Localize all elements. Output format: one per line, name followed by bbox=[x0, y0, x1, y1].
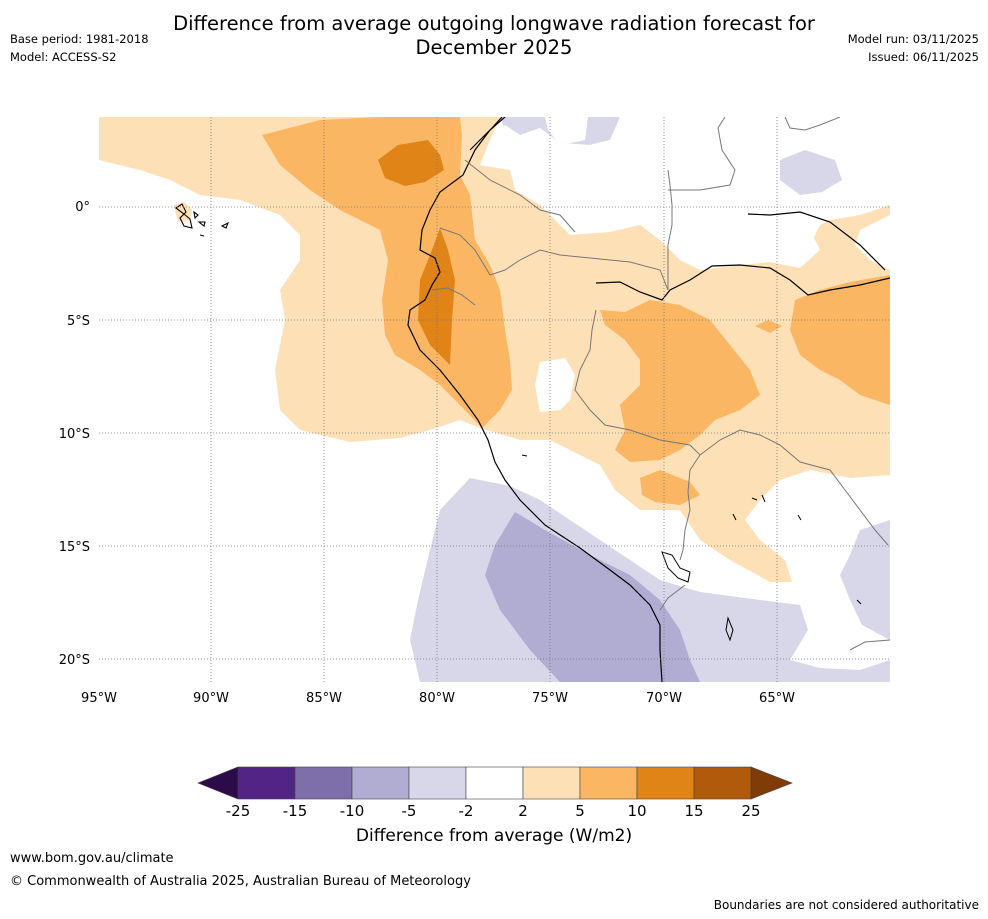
colorbar: -25 -15 -10 -5 -2 2 5 10 15 25 bbox=[197, 766, 793, 820]
lon-tick-label: 65°W bbox=[759, 691, 795, 706]
colorbar-over-arrow bbox=[750, 766, 793, 800]
colorbar-swatch bbox=[237, 766, 296, 800]
colorbar-tick-label: 25 bbox=[741, 802, 760, 820]
website-text[interactable]: www.bom.gov.au/climate bbox=[10, 851, 174, 866]
lat-tick-labels: 0° 5°S 10°S 15°S 20°S bbox=[59, 200, 90, 668]
lat-tick-label: 5°S bbox=[67, 314, 90, 329]
lon-tick-label: 90°W bbox=[193, 691, 229, 706]
anomaly-region-orange-dot bbox=[755, 320, 782, 333]
colorbar-swatch bbox=[294, 766, 353, 800]
colorbar-tick-label: 10 bbox=[627, 802, 646, 820]
anomaly-region-orange-peru bbox=[600, 300, 760, 462]
title-line-1: Difference from average outgoing longwav… bbox=[173, 12, 815, 35]
colorbar-tick-label: -10 bbox=[340, 802, 365, 820]
anomaly-region-orange-small bbox=[640, 470, 700, 505]
anomaly-region-neutral-center bbox=[535, 358, 575, 412]
coastline-north bbox=[469, 117, 503, 151]
lake-poopo bbox=[725, 616, 734, 642]
anomaly-region-neutral-east bbox=[855, 215, 890, 270]
colorbar-title: Difference from average (W/m2) bbox=[355, 826, 633, 846]
small-lakes bbox=[521, 454, 862, 605]
lat-tick-label: 10°S bbox=[59, 427, 90, 442]
colorbar-swatch bbox=[408, 766, 467, 800]
title-line-2: December 2025 bbox=[415, 36, 573, 59]
lake-titicaca bbox=[661, 551, 691, 583]
lon-tick-label: 70°W bbox=[646, 691, 682, 706]
anomaly-region-light-purple-east bbox=[840, 520, 890, 640]
graticule bbox=[99, 117, 890, 682]
coastline bbox=[407, 117, 663, 682]
colorbar-tick-label: -25 bbox=[226, 802, 251, 820]
anomaly-region-light-purple-north bbox=[500, 117, 620, 145]
colorbar-swatch bbox=[465, 766, 524, 800]
model-text: Model: ACCESS-S2 bbox=[10, 50, 117, 64]
lat-tick-label: 0° bbox=[75, 200, 90, 215]
lon-tick-labels: 95°W 90°W 85°W 80°W 75°W 70°W 65°W bbox=[81, 691, 795, 706]
lat-tick-label: 15°S bbox=[59, 540, 90, 555]
anomaly-region-dark-orange-north bbox=[378, 140, 444, 186]
colorbar-tick-label: 5 bbox=[575, 802, 585, 820]
colorbar-swatch bbox=[693, 766, 752, 800]
anomaly-region-orange-brazil bbox=[790, 275, 890, 405]
lon-tick-label: 95°W bbox=[81, 691, 117, 706]
colorbar-tick-label: 15 bbox=[684, 802, 703, 820]
anomaly-region-light-purple-ne bbox=[780, 150, 842, 195]
issued-text: Issued: 06/11/2025 bbox=[868, 50, 979, 64]
anomaly-region-dark-orange-coast bbox=[418, 228, 455, 365]
lon-tick-label: 85°W bbox=[306, 691, 342, 706]
colorbar-swatch bbox=[579, 766, 638, 800]
amazon-river bbox=[595, 264, 890, 301]
copyright-text: © Commonwealth of Australia 2025, Austra… bbox=[10, 874, 471, 889]
lon-tick-label: 80°W bbox=[419, 691, 455, 706]
colorbar-tick-label: 2 bbox=[518, 802, 528, 820]
meta-left: Base period: 1981-2018 Model: ACCESS-S2 bbox=[10, 30, 149, 66]
rio-negro bbox=[747, 211, 886, 271]
colorbar-swatch bbox=[351, 766, 410, 800]
colorbar-swatch bbox=[522, 766, 581, 800]
model-run-text: Model run: 03/11/2025 bbox=[847, 32, 979, 46]
lat-tick-label: 20°S bbox=[59, 653, 90, 668]
colorbar-swatch bbox=[636, 766, 695, 800]
lon-tick-label: 75°W bbox=[532, 691, 568, 706]
colorbar-tick-label: -2 bbox=[459, 802, 474, 820]
base-period-text: Base period: 1981-2018 bbox=[10, 32, 149, 46]
disclaimer-text: Boundaries are not considered authoritat… bbox=[713, 898, 979, 912]
colorbar-tick-label: -5 bbox=[402, 802, 417, 820]
country-borders bbox=[431, 117, 890, 651]
meta-right: Model run: 03/11/2025 Issued: 06/11/2025 bbox=[848, 30, 979, 66]
colorbar-tick-label: -15 bbox=[283, 802, 308, 820]
anomaly-region-neutral-northeast bbox=[485, 117, 890, 268]
map-fields bbox=[99, 117, 890, 682]
anomaly-region-purple bbox=[485, 512, 700, 682]
colorbar-under-arrow bbox=[197, 766, 239, 800]
chart-title: Difference from average outgoing longwav… bbox=[0, 12, 988, 60]
